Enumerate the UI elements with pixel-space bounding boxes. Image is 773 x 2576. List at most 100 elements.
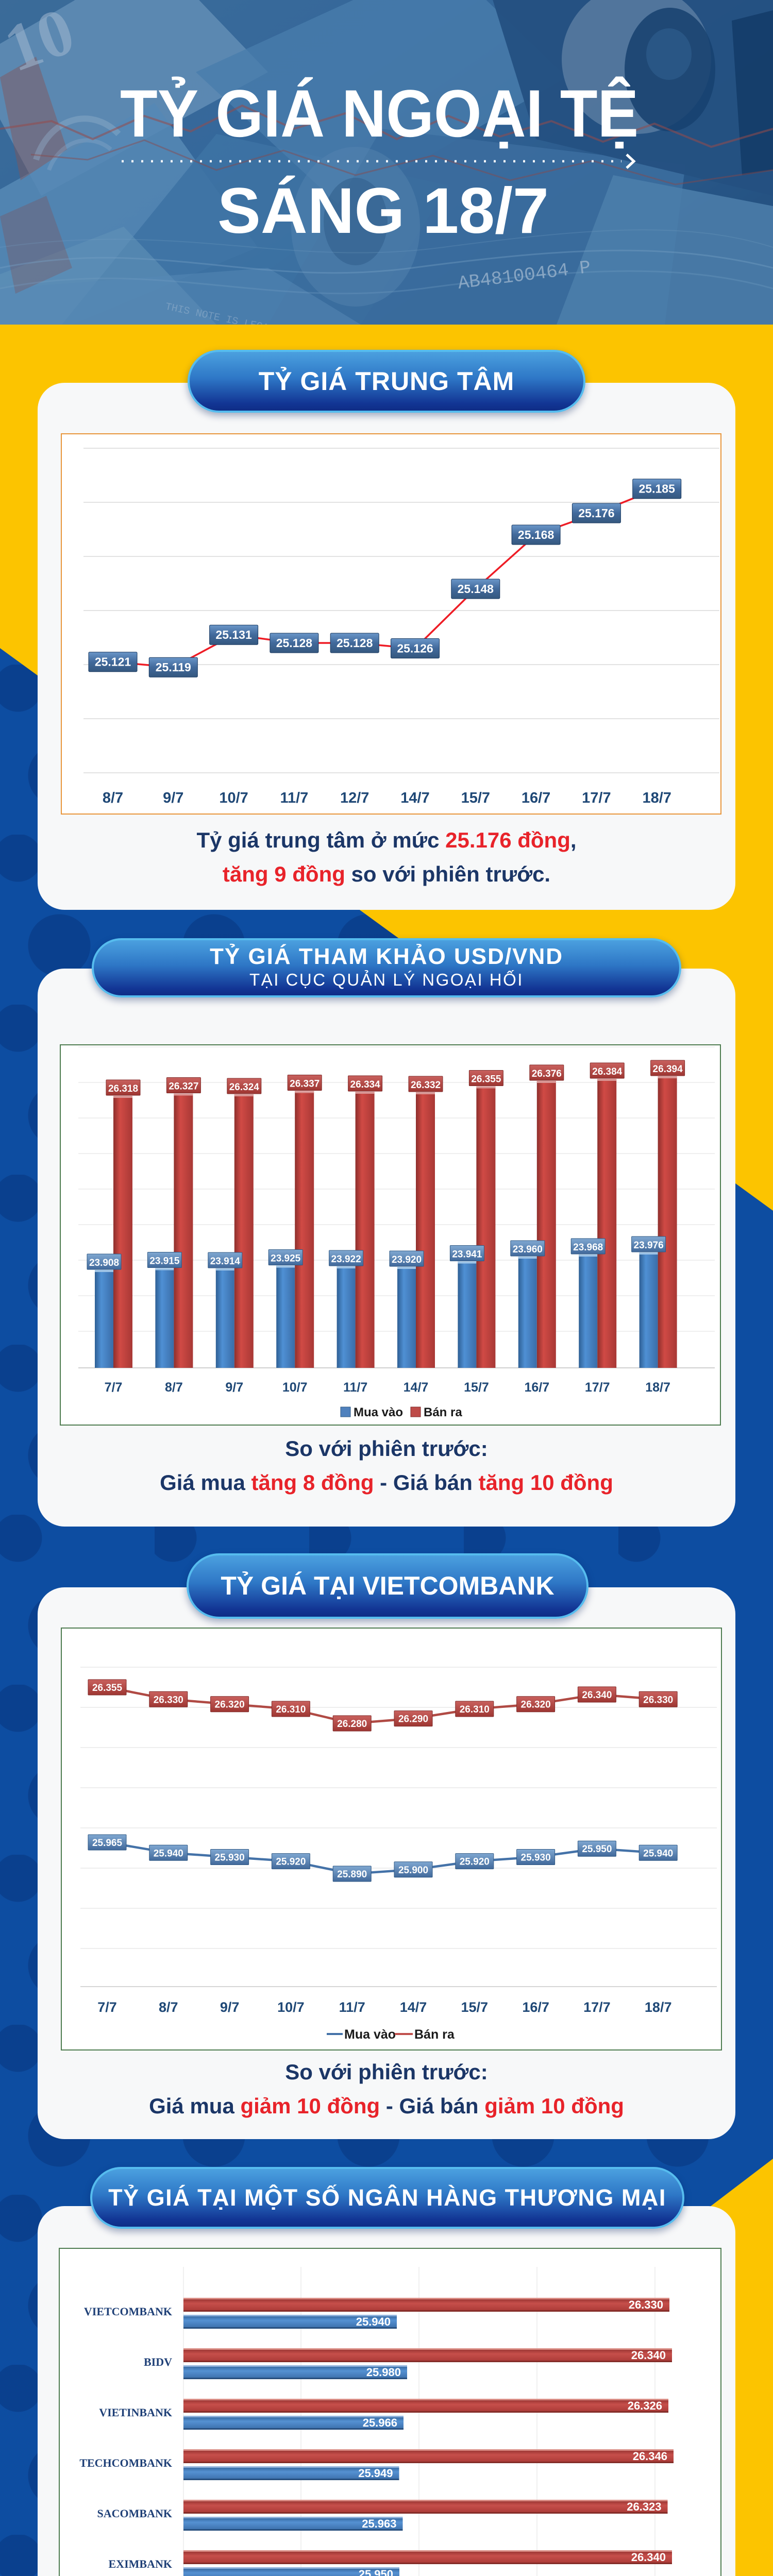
svg-text:26.334: 26.334 [350,1079,381,1090]
svg-text:25.950: 25.950 [359,2568,393,2576]
svg-text:10/7: 10/7 [277,1999,305,2015]
svg-text:26.330: 26.330 [629,2298,663,2311]
svg-text:26.355: 26.355 [92,1683,123,1693]
svg-text:16/7: 16/7 [522,1999,549,2015]
svg-text:25.128: 25.128 [276,636,313,650]
svg-text:23.920: 23.920 [392,1255,422,1265]
svg-text:26.324: 26.324 [229,1082,260,1093]
svg-text:25.890: 25.890 [337,1869,367,1880]
svg-text:8/7: 8/7 [165,1380,183,1395]
svg-text:SACOMBANK: SACOMBANK [97,2507,172,2520]
svg-text:VIETCOMBANK: VIETCOMBANK [84,2305,172,2318]
svg-text:25.940: 25.940 [643,1848,673,1859]
svg-text:11/7: 11/7 [343,1380,367,1395]
svg-text:25.930: 25.930 [521,1853,551,1863]
svg-text:26.384: 26.384 [592,1066,623,1077]
svg-text:25.980: 25.980 [366,2366,401,2379]
svg-text:25.128: 25.128 [337,636,373,650]
svg-text:16/7: 16/7 [524,1380,549,1395]
svg-text:9/7: 9/7 [225,1380,243,1395]
svg-text:26.320: 26.320 [215,1700,245,1710]
svg-text:10/7: 10/7 [219,790,248,806]
svg-text:TECHCOMBANK: TECHCOMBANK [79,2456,172,2469]
svg-text:23.908: 23.908 [89,1258,119,1268]
svg-text:26.332: 26.332 [411,1080,441,1091]
svg-text:23.914: 23.914 [210,1256,241,1267]
svg-text:26.340: 26.340 [582,1690,612,1701]
svg-text:25.126: 25.126 [397,642,433,655]
svg-text:Mua vào: Mua vào [354,1405,403,1419]
svg-text:23.915: 23.915 [149,1256,180,1267]
svg-text:7/7: 7/7 [105,1380,123,1395]
svg-text:18/7: 18/7 [645,1380,670,1395]
svg-text:Mua vào: Mua vào [344,2027,396,2042]
svg-text:26.340: 26.340 [631,2349,666,2362]
svg-text:25.949: 25.949 [358,2467,393,2480]
svg-text:25.930: 25.930 [215,1853,245,1863]
svg-text:18/7: 18/7 [642,790,671,806]
svg-text:26.310: 26.310 [276,1704,306,1715]
svg-text:25.119: 25.119 [156,660,191,674]
svg-text:11/7: 11/7 [339,1999,365,2015]
svg-text:7/7: 7/7 [97,1999,117,2015]
svg-text:23.960: 23.960 [513,1244,543,1255]
svg-text:25.940: 25.940 [356,2315,391,2328]
svg-text:Bán ra: Bán ra [414,2027,455,2042]
svg-text:25.920: 25.920 [276,1857,306,1868]
svg-text:23.968: 23.968 [573,1242,603,1253]
svg-text:25.963: 25.963 [362,2517,396,2530]
svg-text:26.340: 26.340 [631,2551,666,2564]
svg-text:26.346: 26.346 [633,2450,667,2463]
svg-text:Bán ra: Bán ra [424,1405,462,1419]
svg-text:17/7: 17/7 [582,790,611,806]
svg-text:25.950: 25.950 [582,1844,612,1855]
svg-text:9/7: 9/7 [163,790,183,806]
svg-text:25.176: 25.176 [578,506,614,520]
svg-text:8/7: 8/7 [159,1999,178,2015]
svg-text:17/7: 17/7 [583,1999,611,2015]
svg-text:25.920: 25.920 [460,1857,490,1868]
svg-text:TỶ GIÁ NGOẠI TỆ: TỶ GIÁ NGOẠI TỆ [120,76,638,151]
svg-text:26.376: 26.376 [532,1069,562,1079]
svg-text:25.966: 25.966 [363,2416,397,2429]
svg-text:10/7: 10/7 [282,1380,308,1395]
svg-text:EXIMBANK: EXIMBANK [109,2557,172,2570]
svg-text:23.941: 23.941 [452,1249,482,1260]
svg-text:SÁNG 18/7: SÁNG 18/7 [217,175,549,247]
svg-text:BIDV: BIDV [144,2355,172,2368]
svg-text:25.900: 25.900 [398,1865,428,1876]
svg-text:14/7: 14/7 [400,1999,427,2015]
svg-text:25.940: 25.940 [154,1848,183,1859]
svg-text:26.330: 26.330 [154,1694,183,1705]
svg-text:26.290: 26.290 [398,1714,428,1725]
svg-text:15/7: 15/7 [461,790,490,806]
svg-text:14/7: 14/7 [404,1380,429,1395]
svg-text:25.148: 25.148 [458,582,494,596]
svg-text:26.318: 26.318 [108,1083,138,1094]
svg-text:8/7: 8/7 [103,790,123,806]
svg-text:25.168: 25.168 [518,528,554,541]
svg-text:26.280: 26.280 [337,1719,367,1730]
svg-text:17/7: 17/7 [585,1380,610,1395]
svg-text:25.185: 25.185 [639,482,676,496]
svg-text:26.337: 26.337 [290,1079,320,1090]
svg-text:VIETINBANK: VIETINBANK [99,2406,172,2419]
svg-text:25.121: 25.121 [95,655,131,669]
svg-text:26.394: 26.394 [653,1064,683,1075]
svg-text:26.320: 26.320 [521,1700,551,1710]
svg-text:16/7: 16/7 [522,790,550,806]
svg-text:26.326: 26.326 [628,2399,662,2412]
svg-text:26.323: 26.323 [627,2500,661,2513]
svg-text:26.330: 26.330 [643,1694,673,1705]
svg-text:9/7: 9/7 [220,1999,240,2015]
svg-text:26.310: 26.310 [460,1704,490,1715]
svg-text:14/7: 14/7 [400,790,429,806]
svg-text:11/7: 11/7 [280,790,308,806]
svg-text:23.925: 23.925 [271,1253,301,1264]
svg-text:25.965: 25.965 [92,1838,123,1849]
svg-text:15/7: 15/7 [461,1999,489,2015]
svg-text:15/7: 15/7 [464,1380,489,1395]
svg-text:26.327: 26.327 [169,1081,198,1092]
svg-text:23.922: 23.922 [331,1254,361,1265]
svg-text:23.976: 23.976 [634,1240,664,1251]
